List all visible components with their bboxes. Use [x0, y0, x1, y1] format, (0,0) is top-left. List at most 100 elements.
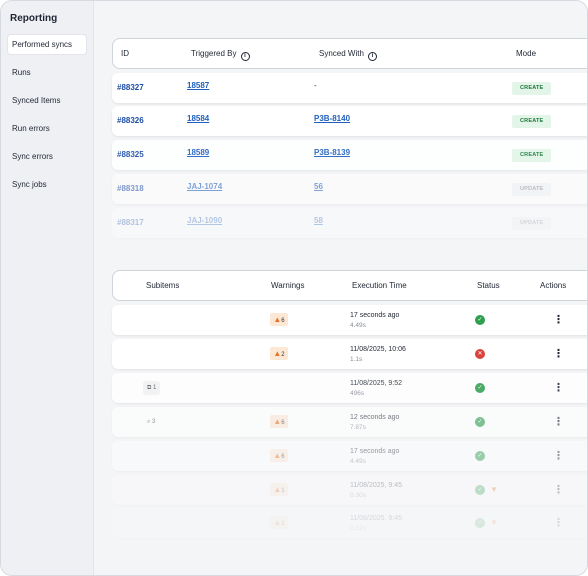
- more-actions-icon[interactable]: ⋮: [553, 348, 564, 360]
- subitems-badge[interactable]: ⌕ 3: [147, 419, 156, 425]
- comment-icon: ⌕: [147, 419, 151, 425]
- table-row[interactable]: ▲1 11/08/2025, 9:45 0.30s ✓ ▼ ⋮: [112, 475, 587, 505]
- col-id: ID: [121, 49, 129, 58]
- warnings-badge: ▲1: [270, 475, 288, 505]
- synced-with-link[interactable]: 56: [314, 182, 323, 191]
- warning-icon: ▲: [273, 348, 282, 358]
- more-actions-icon[interactable]: ⋮: [553, 314, 564, 326]
- filter-icon[interactable]: ▼: [490, 485, 498, 494]
- col-execution-time: Execution Time: [352, 281, 407, 290]
- table-row[interactable]: #88327 18587 - CREATE: [112, 73, 587, 103]
- sidebar-item-runs[interactable]: Runs: [12, 68, 31, 77]
- synced-with-link[interactable]: P3B-8140: [314, 114, 351, 123]
- execution-duration: 0.30s: [350, 492, 366, 499]
- warnings-badge: ▲2: [270, 339, 288, 369]
- success-icon: ✓: [475, 383, 485, 393]
- sync-id-link[interactable]: #88325: [117, 150, 144, 159]
- success-icon: ✓: [475, 485, 485, 495]
- success-icon: ✓: [475, 518, 485, 528]
- sidebar-title: Reporting: [10, 13, 58, 24]
- mode-badge: UPDATE: [512, 183, 552, 196]
- mode-badge: CREATE: [512, 115, 552, 128]
- execution-duration: 0.32s: [350, 525, 366, 532]
- col-warnings: Warnings: [271, 281, 305, 290]
- col-subitems: Subitems: [146, 281, 180, 290]
- execution-time: 11/08/2025, 9:45: [350, 515, 403, 522]
- runs-table-header: Subitems Warnings Execution Time Status …: [112, 270, 587, 301]
- sidebar-item-synced-items[interactable]: Synced Items: [12, 96, 61, 105]
- more-actions-icon[interactable]: ⋮: [553, 382, 564, 394]
- syncs-table-header: ID Triggered By i Synced With i Mode: [112, 38, 587, 69]
- triggered-by-link[interactable]: JAJ-1074: [187, 182, 223, 191]
- subitems-badge[interactable]: ⧉ 1: [143, 381, 161, 395]
- warnings-badge: ▲6: [270, 441, 288, 471]
- triggered-by-link[interactable]: 18589: [187, 148, 210, 157]
- error-icon: ✕: [475, 349, 485, 359]
- sidebar-item-sync-jobs[interactable]: Sync jobs: [12, 180, 47, 189]
- info-icon[interactable]: i: [240, 52, 250, 61]
- success-icon: ✓: [475, 315, 485, 325]
- execution-duration: 4.49s: [350, 458, 366, 465]
- table-row[interactable]: ▲1 11/08/2025, 9:45 0.32s ✓ ▼ ⋮: [112, 508, 587, 538]
- filter-icon[interactable]: ▼: [490, 518, 498, 527]
- warnings-badge: ▲6: [270, 407, 288, 437]
- table-row[interactable]: ⌕ 3 ▲6 12 seconds ago 7.87s ✓ ⋮: [112, 407, 587, 437]
- sidebar: Reporting Performed syncs Runs Synced It…: [1, 1, 94, 575]
- mode-badge: CREATE: [512, 82, 552, 95]
- warning-icon: ▲: [273, 450, 282, 460]
- col-status: Status: [477, 281, 500, 290]
- warning-icon: ▲: [273, 484, 282, 494]
- table-row[interactable]: #88325 18589 P3B-8139 CREATE: [112, 140, 587, 170]
- col-triggered-by: Triggered By i: [191, 39, 250, 69]
- sidebar-item-run-errors[interactable]: Run errors: [12, 124, 50, 133]
- execution-duration: 1.1s: [350, 356, 363, 363]
- execution-time: 12 seconds ago: [350, 414, 400, 421]
- sidebar-item-sync-errors[interactable]: Sync errors: [12, 152, 53, 161]
- synced-with-link[interactable]: 58: [314, 216, 323, 225]
- table-row[interactable]: #88326 18584 P3B-8140 CREATE: [112, 106, 587, 136]
- col-mode: Mode: [516, 49, 537, 58]
- info-icon[interactable]: i: [367, 52, 377, 61]
- table-row[interactable]: ▲6 17 seconds ago 4.49s ✓ ⋮: [112, 305, 587, 335]
- warning-icon: ▲: [273, 517, 282, 527]
- synced-with-value: -: [314, 81, 317, 90]
- execution-time: 11/08/2025, 10:06: [350, 346, 406, 353]
- table-row[interactable]: #88317 JAJ-1090 58 UPDATE: [112, 208, 587, 238]
- table-row[interactable]: ▲6 17 seconds ago 4.49s ✓ ⋮: [112, 441, 587, 471]
- execution-time: 11/08/2025, 9:52: [350, 380, 403, 387]
- warning-icon: ▲: [273, 416, 282, 426]
- execution-duration: 496s: [350, 390, 365, 397]
- triggered-by-link[interactable]: JAJ-1090: [187, 216, 223, 225]
- mode-badge: CREATE: [512, 149, 552, 162]
- more-actions-icon[interactable]: ⋮: [553, 484, 564, 496]
- more-actions-icon[interactable]: ⋮: [553, 450, 564, 462]
- table-row[interactable]: ⧉ 1 11/08/2025, 9:52 496s ✓ ⋮: [112, 373, 587, 403]
- warning-icon: ▲: [273, 314, 282, 324]
- execution-duration: 4.49s: [350, 322, 366, 329]
- warnings-badge: ▲6: [270, 305, 288, 335]
- sync-id-link[interactable]: #88327: [117, 83, 144, 92]
- sync-id-link[interactable]: #88318: [117, 184, 144, 193]
- copy-icon: ⧉: [147, 385, 152, 391]
- warnings-badge: ▲1: [270, 508, 288, 538]
- synced-with-link[interactable]: P3B-8139: [314, 148, 351, 157]
- success-icon: ✓: [475, 417, 485, 427]
- success-icon: ✓: [475, 451, 485, 461]
- execution-duration: 7.87s: [350, 424, 366, 431]
- table-row[interactable]: #88318 JAJ-1074 56 UPDATE: [112, 174, 587, 204]
- execution-time: 17 seconds ago: [350, 448, 400, 455]
- triggered-by-link[interactable]: 18584: [187, 114, 210, 123]
- col-synced-with: Synced With i: [319, 39, 377, 69]
- triggered-by-link[interactable]: 18587: [187, 81, 210, 90]
- sync-id-link[interactable]: #88317: [117, 218, 144, 227]
- table-row[interactable]: ▲2 11/08/2025, 10:06 1.1s ✕ ⋮: [112, 339, 587, 369]
- execution-time: 17 seconds ago: [350, 312, 400, 319]
- execution-time: 11/08/2025, 9:45: [350, 482, 403, 489]
- sidebar-item-performed-syncs[interactable]: Performed syncs: [8, 35, 86, 54]
- more-actions-icon[interactable]: ⋮: [553, 416, 564, 428]
- sync-id-link[interactable]: #88326: [117, 116, 144, 125]
- more-actions-icon[interactable]: ⋮: [553, 517, 564, 529]
- main-content: ID Triggered By i Synced With i Mode #8832…: [94, 1, 587, 575]
- mode-badge: UPDATE: [512, 217, 552, 230]
